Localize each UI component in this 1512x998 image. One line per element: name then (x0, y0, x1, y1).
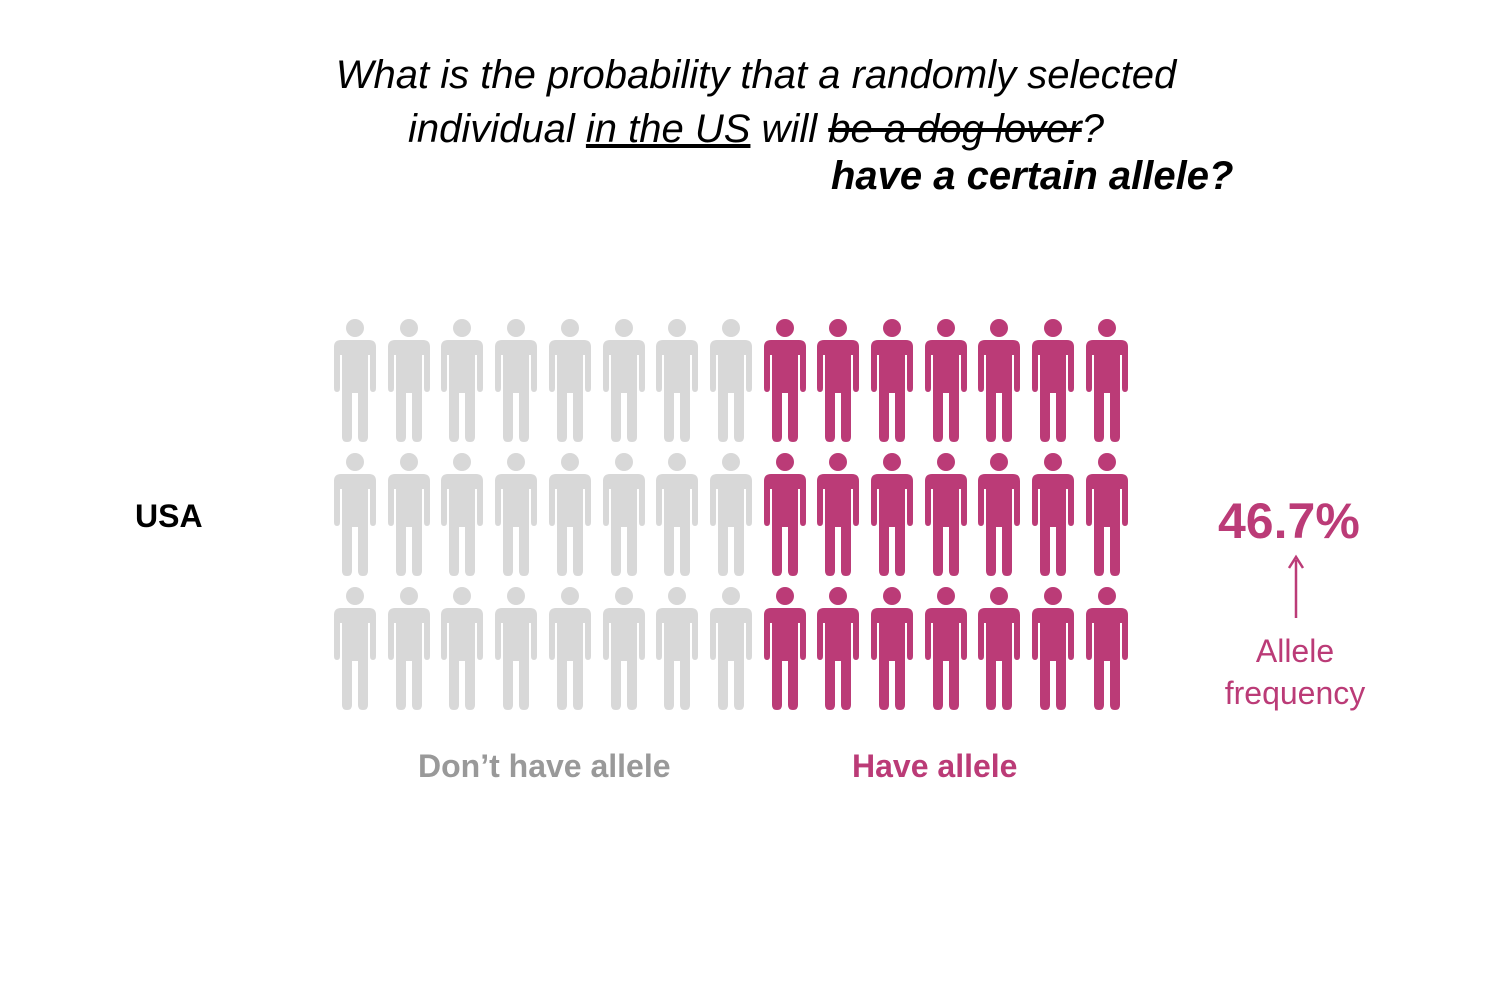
person-icon-without-allele (656, 319, 699, 442)
person-icon-with-allele (817, 587, 860, 710)
arrow-head (1287, 554, 1305, 569)
person-icon-without-allele (495, 319, 538, 442)
person-icon-with-allele (817, 319, 860, 442)
person-icon-with-allele (1085, 453, 1128, 576)
struck-phrase: be a dog lover (828, 107, 1082, 151)
person-icon-with-allele (817, 453, 860, 576)
person-icon-without-allele (548, 587, 591, 710)
person-icon-without-allele (602, 453, 645, 576)
person-icon-with-allele (1032, 319, 1075, 442)
person-icon-with-allele (978, 319, 1021, 442)
underlined-phrase: in the US (585, 107, 751, 151)
person-icon-without-allele (656, 587, 699, 710)
person-icon-without-allele (495, 453, 538, 576)
person-icon-with-allele (871, 319, 913, 442)
question-line-1: What is the probability that a randomly … (335, 53, 1177, 97)
person-icon-without-allele (602, 319, 645, 442)
person-icon-with-allele (1085, 319, 1128, 442)
person-icon-without-allele (334, 453, 376, 576)
person-icon-with-allele (1032, 453, 1075, 576)
person-icon-with-allele (763, 319, 806, 442)
person-icon-without-allele (709, 587, 752, 710)
population-label: USA (135, 498, 203, 534)
caption-line-1: Allele (1255, 633, 1335, 669)
person-icon-without-allele (387, 453, 430, 576)
caption-line-2: frequency (1224, 675, 1366, 711)
person-icon-without-allele (387, 587, 430, 710)
person-icon-without-allele (548, 319, 591, 442)
person-icon-with-allele (763, 587, 806, 710)
person-icon-without-allele (495, 587, 538, 710)
question: What is the probability that a randomly … (0, 48, 1512, 156)
person-icon-without-allele (441, 319, 484, 442)
replacement-question: have a certain allele? (831, 154, 1234, 198)
allele-frequency-value: 46.7% (1218, 493, 1360, 549)
person-icon-with-allele (978, 453, 1021, 576)
allele-frequency-caption: Allele frequency (1195, 630, 1395, 714)
person-icon-with-allele (1032, 587, 1075, 710)
person-icon-without-allele (656, 453, 699, 576)
person-icon-without-allele (441, 587, 484, 710)
person-icon-with-allele (924, 319, 967, 442)
person-icon-without-allele (387, 319, 430, 442)
legend-dont-have-allele: Don’t have allele (418, 748, 671, 784)
person-icon-with-allele (924, 587, 967, 710)
up-arrow-icon (1287, 554, 1305, 618)
person-icon-without-allele (548, 453, 591, 576)
pictogram-grid (330, 318, 1138, 718)
person-icon-with-allele (763, 453, 806, 576)
person-icon-without-allele (709, 319, 752, 442)
person-icon-without-allele (441, 453, 484, 576)
person-icon-with-allele (924, 453, 967, 576)
question-mark: ? (1081, 107, 1104, 151)
person-icon-with-allele (871, 587, 913, 710)
question-middle: will (750, 107, 829, 151)
question-prefix: individual (408, 107, 586, 151)
person-icon-without-allele (334, 587, 376, 710)
person-icon-without-allele (602, 587, 645, 710)
person-icon-with-allele (978, 587, 1021, 710)
person-icon-with-allele (871, 453, 913, 576)
person-icon-without-allele (334, 319, 376, 442)
person-icon-with-allele (1085, 587, 1128, 710)
legend-have-allele: Have allele (852, 748, 1018, 784)
person-icon-without-allele (709, 453, 752, 576)
question-line-2: individual in the US will be a dog lover… (0, 102, 1512, 156)
